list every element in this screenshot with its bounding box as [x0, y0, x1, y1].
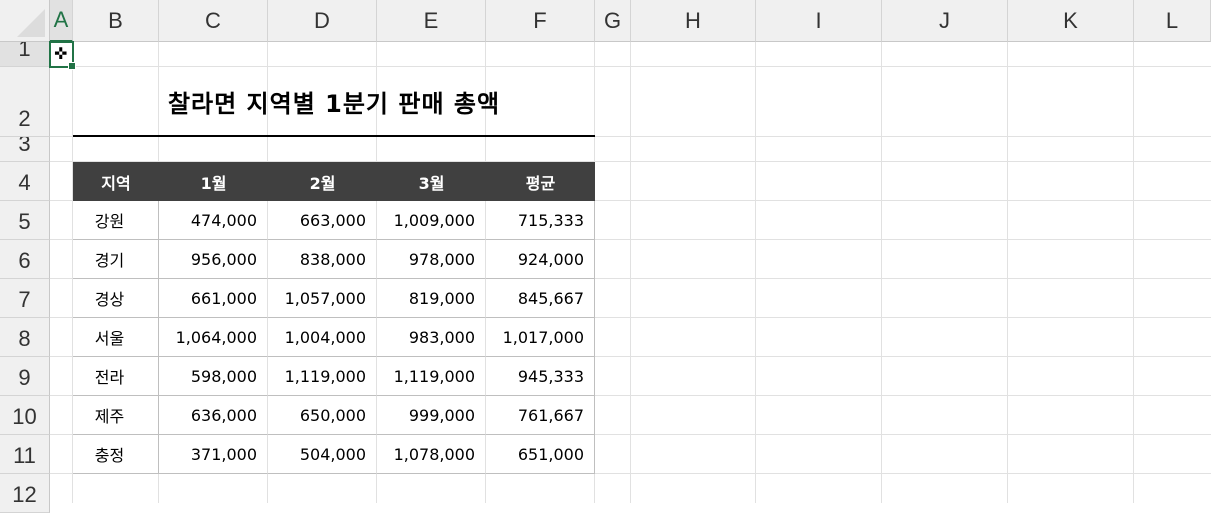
region-cell[interactable]: 경기 [73, 240, 159, 279]
gridline-vertical [755, 42, 756, 503]
gridline-vertical [72, 42, 73, 503]
select-all-corner[interactable] [0, 0, 50, 42]
table-header-cell: 1월 [159, 162, 268, 201]
gridline-horizontal [50, 278, 1211, 279]
gridline-horizontal [50, 317, 1211, 318]
value-cell[interactable]: 978,000 [377, 240, 486, 279]
gridline-horizontal [50, 200, 1211, 201]
value-cell[interactable]: 650,000 [268, 396, 377, 435]
value-cell[interactable]: 504,000 [268, 435, 377, 474]
column-header-H[interactable]: H [631, 0, 756, 42]
table-header-cell: 3월 [377, 162, 486, 201]
gridline-horizontal [50, 395, 1211, 396]
value-cell[interactable]: 819,000 [377, 279, 486, 318]
value-cell[interactable]: 598,000 [159, 357, 268, 396]
value-cell[interactable]: 651,000 [486, 435, 595, 474]
column-header-F[interactable]: F [486, 0, 595, 42]
row-header-9[interactable]: 9 [0, 357, 50, 396]
column-header-A[interactable]: A [50, 0, 73, 42]
column-header-C[interactable]: C [159, 0, 268, 42]
value-cell[interactable]: 999,000 [377, 396, 486, 435]
value-cell[interactable]: 956,000 [159, 240, 268, 279]
gridline-vertical [630, 42, 631, 503]
row-header-2[interactable]: 2 [0, 67, 50, 137]
column-header-G[interactable]: G [595, 0, 631, 42]
value-cell[interactable]: 715,333 [486, 201, 595, 240]
region-cell[interactable]: 강원 [73, 201, 159, 240]
value-cell[interactable]: 983,000 [377, 318, 486, 357]
row-header-3[interactable]: 3 [0, 137, 50, 162]
gridline-horizontal [50, 239, 1211, 240]
value-cell[interactable]: 663,000 [268, 201, 377, 240]
value-cell[interactable]: 845,667 [486, 279, 595, 318]
gridline-horizontal [50, 66, 1211, 67]
value-cell[interactable]: 1,064,000 [159, 318, 268, 357]
gridline-vertical [1133, 42, 1134, 503]
column-header-B[interactable]: B [73, 0, 159, 42]
row-header-7[interactable]: 7 [0, 279, 50, 318]
value-cell[interactable]: 1,078,000 [377, 435, 486, 474]
gridline-vertical [1007, 42, 1008, 503]
table-header-cell: 평균 [486, 162, 595, 201]
column-header-J[interactable]: J [882, 0, 1008, 42]
value-cell[interactable]: 636,000 [159, 396, 268, 435]
row-header-1[interactable]: 1 [0, 42, 50, 67]
select-all-triangle-icon [17, 9, 45, 37]
cursor-cross-icon: ✜ [54, 44, 68, 63]
column-header-K[interactable]: K [1008, 0, 1134, 42]
value-cell[interactable]: 924,000 [486, 240, 595, 279]
value-cell[interactable]: 1,057,000 [268, 279, 377, 318]
value-cell[interactable]: 474,000 [159, 201, 268, 240]
value-cell[interactable]: 1,004,000 [268, 318, 377, 357]
value-cell[interactable]: 1,009,000 [377, 201, 486, 240]
table-header-cell: 지역 [73, 162, 159, 201]
row-header-4[interactable]: 4 [0, 162, 50, 201]
value-cell[interactable]: 761,667 [486, 396, 595, 435]
region-cell[interactable]: 서울 [73, 318, 159, 357]
gridline-horizontal [50, 473, 1211, 474]
region-cell[interactable]: 충정 [73, 435, 159, 474]
selected-cell-A1[interactable]: ✜ [49, 41, 76, 70]
value-cell[interactable]: 945,333 [486, 357, 595, 396]
region-cell[interactable]: 경상 [73, 279, 159, 318]
row-header-5[interactable]: 5 [0, 201, 50, 240]
row-header-10[interactable]: 10 [0, 396, 50, 435]
value-cell[interactable]: 661,000 [159, 279, 268, 318]
value-cell[interactable]: 1,119,000 [268, 357, 377, 396]
gridline-horizontal [50, 356, 1211, 357]
column-header-E[interactable]: E [377, 0, 486, 42]
row-header-8[interactable]: 8 [0, 318, 50, 357]
column-header-I[interactable]: I [756, 0, 882, 42]
report-title: 찰라면 지역별 1분기 판매 총액 [167, 89, 501, 118]
row-header-12[interactable]: 12 [0, 474, 50, 513]
value-cell[interactable]: 1,017,000 [486, 318, 595, 357]
region-cell[interactable]: 제주 [73, 396, 159, 435]
row-header-11[interactable]: 11 [0, 435, 50, 474]
fill-handle[interactable] [68, 62, 76, 70]
column-header-L[interactable]: L [1134, 0, 1211, 42]
title-underline [73, 135, 595, 137]
gridline-horizontal [50, 434, 1211, 435]
value-cell[interactable]: 838,000 [268, 240, 377, 279]
table-header-cell: 2월 [268, 162, 377, 201]
value-cell[interactable]: 1,119,000 [377, 357, 486, 396]
column-header-D[interactable]: D [268, 0, 377, 42]
region-cell[interactable]: 전라 [73, 357, 159, 396]
gridline-horizontal [50, 136, 1211, 137]
value-cell[interactable]: 371,000 [159, 435, 268, 474]
gridline-vertical [881, 42, 882, 503]
gridline-horizontal [50, 161, 1211, 162]
row-header-6[interactable]: 6 [0, 240, 50, 279]
